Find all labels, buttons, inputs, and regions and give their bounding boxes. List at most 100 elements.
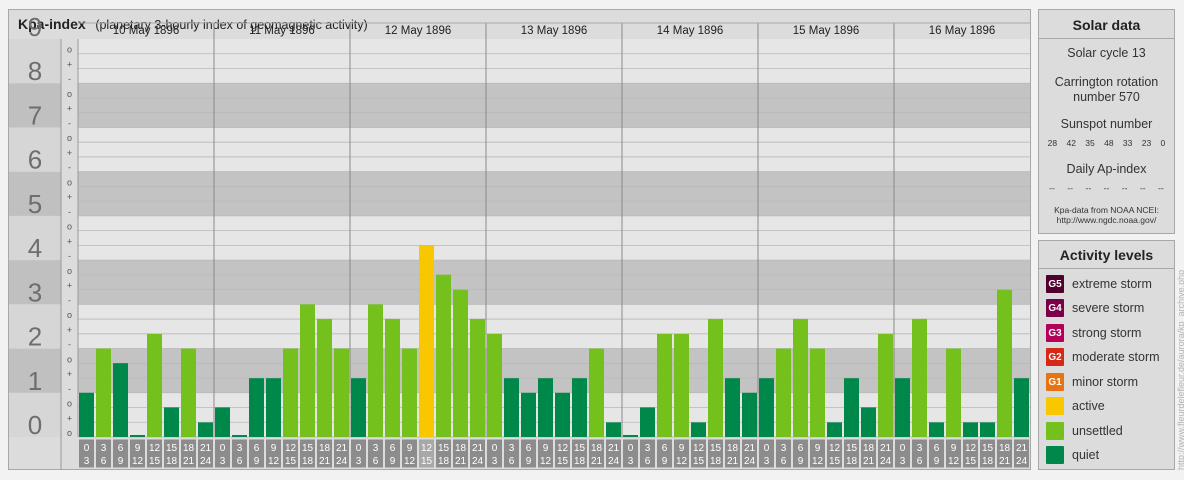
- day-label: 14 May 1896: [657, 25, 724, 37]
- interval-end-label: 21: [999, 456, 1011, 467]
- kp-bar: [402, 348, 417, 437]
- kp-bar: [334, 348, 349, 437]
- interval-end-label: 3: [628, 456, 634, 467]
- time-interval-box: [537, 438, 554, 469]
- sunspot-value: 35: [1085, 138, 1095, 148]
- ap-values: -- -- -- -- -- -- --: [1039, 183, 1174, 193]
- kp-bar: [793, 318, 808, 437]
- kp-bar: [504, 378, 519, 437]
- solar-cycle: Solar cycle 13: [1067, 46, 1146, 60]
- source-watermark: http://www.fleurdelefleur.de/aurora/kp_a…: [1176, 269, 1184, 470]
- kp-bar: [861, 407, 876, 437]
- kp-bar: [827, 422, 842, 437]
- sunspot-value: 23: [1141, 138, 1152, 148]
- level-label: quiet: [1072, 448, 1100, 462]
- interval-start-label: 6: [254, 443, 260, 454]
- kp-bar: [691, 422, 706, 437]
- kp-bar: [912, 318, 927, 437]
- interval-end-label: 24: [200, 456, 212, 467]
- kp-bar: [232, 435, 247, 437]
- time-interval-box: [435, 438, 452, 469]
- y-tick-label: 0: [28, 410, 42, 440]
- interval-end-label: 12: [812, 456, 824, 467]
- day-label: 10 May 1896: [113, 25, 180, 37]
- interval-end-label: 9: [798, 456, 804, 467]
- time-interval-box: [639, 438, 656, 469]
- time-interval-box: [78, 438, 95, 469]
- kp-bar: [266, 378, 281, 437]
- level-badge-g5: G5: [1046, 275, 1064, 293]
- kp-bar: [606, 422, 621, 437]
- solar-data-panel: Solar data Solar cycle 13 Carrington rot…: [1038, 9, 1175, 234]
- activity-levels-title: Activity levels: [1059, 247, 1154, 263]
- time-interval-box: [877, 438, 894, 469]
- carrington-line1: Carrington rotation: [1054, 75, 1159, 89]
- interval-start-label: 6: [934, 443, 940, 454]
- day-label: 12 May 1896: [385, 25, 452, 37]
- interval-end-label: 3: [356, 456, 362, 467]
- level-item-moderate-storm: G2 moderate storm: [1046, 347, 1160, 367]
- kp-bar: [436, 274, 451, 437]
- kp-bar: [385, 318, 400, 437]
- time-interval-box: [469, 438, 486, 469]
- sunspot-values: 28 42 35 48 33 23 0: [1039, 138, 1174, 148]
- interval-end-label: 21: [591, 456, 603, 467]
- time-interval-box: [452, 438, 469, 469]
- interval-end-label: 24: [744, 456, 756, 467]
- level-swatch-unsettled: [1046, 422, 1064, 440]
- level-item-quiet: quiet: [1046, 445, 1099, 465]
- y-minor-label: o: [67, 133, 72, 143]
- time-interval-box: [622, 438, 639, 469]
- y-minor-label: +: [67, 104, 72, 114]
- kp-bar: [249, 378, 264, 437]
- kp-bar: [283, 348, 298, 437]
- interval-end-label: 6: [781, 456, 787, 467]
- y-minor-label: o: [67, 266, 72, 276]
- chart-subtitle: (planetary 3-hourly index of geomagnetic…: [95, 18, 368, 32]
- y-minor-label: o: [67, 310, 72, 320]
- interval-start-label: 9: [271, 443, 277, 454]
- y-minor-label: -: [68, 118, 71, 128]
- interval-start-label: 0: [356, 443, 362, 454]
- kp-bar: [623, 435, 638, 437]
- y-minor-label: +: [67, 192, 72, 202]
- kp-bar: [351, 378, 366, 437]
- kp-bar: [674, 333, 689, 437]
- kp-bar: [419, 245, 434, 437]
- time-interval-box: [129, 438, 146, 469]
- interval-start-label: 18: [999, 443, 1011, 454]
- y-minor-label: +: [67, 148, 72, 158]
- time-interval-box: [316, 438, 333, 469]
- kp-bar: [453, 289, 468, 437]
- source-link[interactable]: http://www.ngdc.noaa.gov/: [1056, 215, 1157, 225]
- interval-start-label: 0: [628, 443, 634, 454]
- day-label: 11 May 1896: [249, 25, 315, 37]
- interval-end-label: 18: [710, 456, 722, 467]
- kp-bar: [181, 348, 196, 437]
- y-tick-label: 9: [28, 12, 42, 42]
- interval-start-label: 3: [237, 443, 243, 454]
- interval-start-label: 9: [543, 443, 549, 454]
- y-minor-label: -: [68, 384, 71, 394]
- time-interval-box: [520, 438, 537, 469]
- kp-bar: [1014, 378, 1029, 437]
- band-bg: [78, 171, 1030, 216]
- level-badge-g1: G1: [1046, 373, 1064, 391]
- interval-start-label: 0: [220, 443, 226, 454]
- time-interval-box: [418, 438, 435, 469]
- interval-end-label: 3: [84, 456, 90, 467]
- interval-start-label: 6: [526, 443, 532, 454]
- kp-bar: [589, 348, 604, 437]
- ap-value: --: [1085, 183, 1092, 193]
- kp-bar: [810, 348, 825, 437]
- time-interval-box: [214, 438, 231, 469]
- kp-bar: [300, 304, 315, 437]
- interval-end-label: 9: [526, 456, 532, 467]
- kp-bar: [725, 378, 740, 437]
- source-line1: Kpa-data from NOAA NCEI:: [1054, 205, 1159, 215]
- interval-start-label: 15: [710, 443, 722, 454]
- kpa-chart-panel: Kpa-index (planetary 3-hourly index of g…: [8, 9, 1031, 470]
- band-label-bg: [9, 348, 61, 393]
- interval-end-label: 12: [948, 456, 960, 467]
